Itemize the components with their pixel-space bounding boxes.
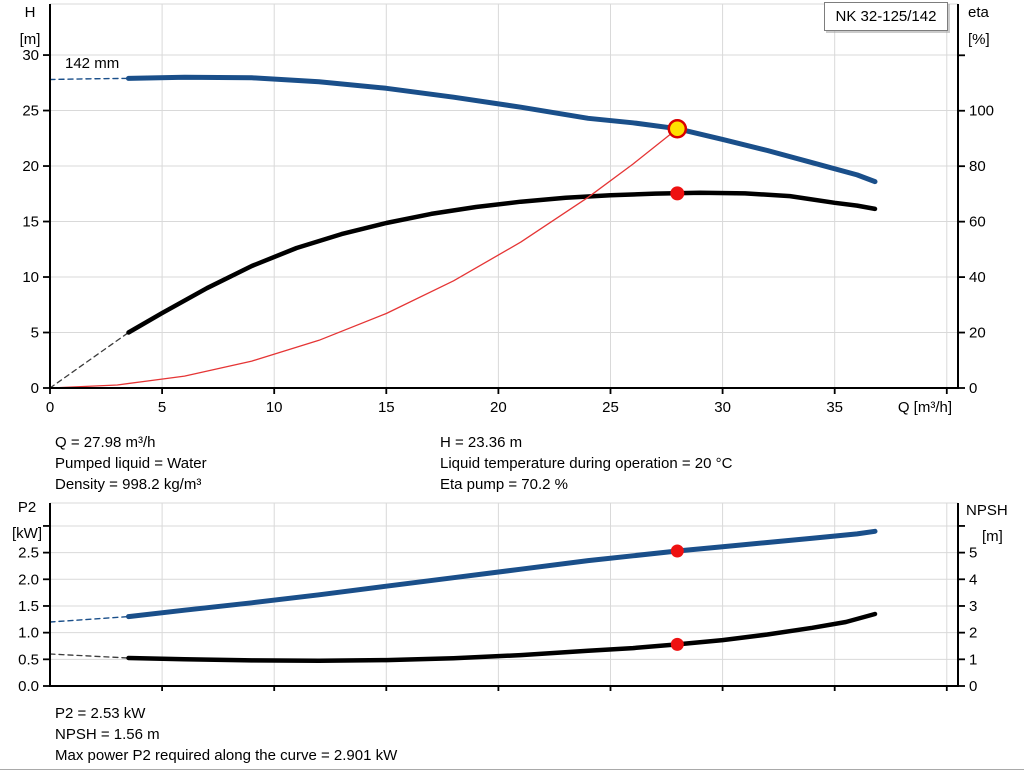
right-axis-title: [%] — [968, 31, 990, 48]
flow-value: Q = 27.98 m³/h — [55, 434, 156, 451]
pump-model-box: NK 32-125/142 — [824, 2, 948, 31]
left-tick-label: 1.0 — [18, 625, 39, 642]
tick-labels: 0.0 0.5 1.0 1.5 2.0 2.5 0 1 2 3 4 5 P2 [kW] NPSH [m] — [12, 499, 1008, 695]
tick-marks — [43, 54, 965, 394]
left-tick-label: 2.0 — [18, 571, 39, 588]
impeller-diameter-label: 142 mm — [65, 55, 119, 72]
eta-pump-value: Eta pump = 70.2 % — [440, 476, 568, 493]
right-tick-label: 100 — [969, 103, 994, 120]
right-tick-label: 40 — [969, 269, 986, 286]
left-tick-label: 0.0 — [18, 678, 39, 695]
right-tick-label: 5 — [969, 545, 977, 562]
gridlines — [50, 3, 958, 388]
series-head — [126, 74, 878, 185]
left-axis-title: [m] — [20, 31, 41, 48]
npsh-point-marker — [670, 637, 684, 651]
left-axis-title: H — [25, 4, 36, 21]
series-eta — [126, 190, 878, 335]
eta-point-marker — [670, 186, 685, 201]
right-tick-label: 1 — [969, 651, 977, 668]
series-eta-dashed — [49, 331, 130, 389]
x-tick-label: 5 — [158, 399, 166, 416]
right-tick-label: 80 — [969, 158, 986, 175]
right-axis-title: NPSH — [966, 502, 1008, 519]
operating-point-left-column: Q = 27.98 m³/h Pumped liquid = Water Den… — [55, 432, 207, 495]
hq-eta-chart: 0 5 10 15 20 25 30 0 20 40 60 80 100 0 5 10 15 20 25 30 35 H [… — [20, 3, 994, 416]
p2-point-marker — [670, 544, 684, 558]
x-tick-label: 25 — [602, 399, 619, 416]
right-tick-label: 3 — [969, 598, 977, 615]
left-tick-label: 10 — [22, 269, 39, 286]
left-tick-label: 2.5 — [18, 545, 39, 562]
pumped-liquid-value: Pumped liquid = Water — [55, 455, 207, 472]
x-axis-title: Q [m³/h] — [898, 399, 952, 416]
head-value: H = 23.36 m — [440, 434, 523, 451]
right-tick-label: 0 — [969, 678, 977, 695]
right-tick-label: 60 — [969, 214, 986, 231]
liquid-temperature-value: Liquid temperature during operation = 20… — [440, 455, 733, 472]
right-tick-label: 4 — [969, 571, 977, 588]
left-tick-label: 20 — [22, 158, 39, 175]
operating-point-right-column: H = 23.36 m Liquid temperature during op… — [440, 432, 732, 495]
right-tick-label: 20 — [969, 325, 986, 342]
tick-marks — [43, 525, 965, 691]
left-tick-label: 0.5 — [18, 651, 39, 668]
right-tick-label: 2 — [969, 625, 977, 642]
right-axis-title: [m] — [982, 528, 1003, 545]
left-tick-label: 30 — [22, 47, 39, 64]
left-tick-label: 5 — [31, 325, 39, 342]
left-tick-label: 15 — [22, 214, 39, 231]
axes — [49, 4, 959, 389]
series-head-dashed — [49, 77, 130, 81]
left-axis-title: [kW] — [12, 525, 42, 542]
x-tick-label: 0 — [46, 399, 54, 416]
tick-labels: 0 5 10 15 20 25 30 0 20 40 60 80 100 0 5 10 15 20 25 30 35 H [… — [20, 4, 994, 416]
left-axis-title: P2 — [18, 499, 36, 516]
results-block: P2 = 2.53 kW NPSH = 1.56 m Max power P2 … — [55, 703, 397, 766]
x-tick-label: 30 — [714, 399, 731, 416]
density-value: Density = 998.2 kg/m³ — [55, 476, 202, 493]
max-power-result: Max power P2 required along the curve = … — [55, 747, 398, 764]
x-tick-label: 15 — [378, 399, 395, 416]
p2-result: P2 = 2.53 kW — [55, 705, 146, 722]
npsh-result: NPSH = 1.56 m — [55, 726, 160, 743]
duty-point-marker — [667, 118, 688, 139]
pump-model-label: NK 32-125/142 — [835, 8, 937, 25]
x-tick-label: 20 — [490, 399, 507, 416]
axes — [49, 503, 959, 687]
p2-npsh-chart: 0.0 0.5 1.0 1.5 2.0 2.5 0 1 2 3 4 5 P2 [kW] NPSH [m] — [12, 499, 1008, 695]
bottom-separator — [0, 769, 1024, 770]
right-tick-label: 0 — [969, 380, 977, 397]
x-tick-label: 35 — [826, 399, 843, 416]
left-tick-label: 0 — [31, 380, 39, 397]
series-p2 — [126, 528, 878, 620]
left-tick-label: 1.5 — [18, 598, 39, 615]
right-axis-title: eta — [968, 4, 990, 21]
series-npsh — [126, 611, 878, 663]
series-p2-dashed — [49, 615, 130, 623]
left-tick-label: 25 — [22, 103, 39, 120]
series-npsh-dashed — [49, 653, 130, 659]
series-system-curve — [49, 128, 678, 389]
x-tick-label: 10 — [266, 399, 283, 416]
